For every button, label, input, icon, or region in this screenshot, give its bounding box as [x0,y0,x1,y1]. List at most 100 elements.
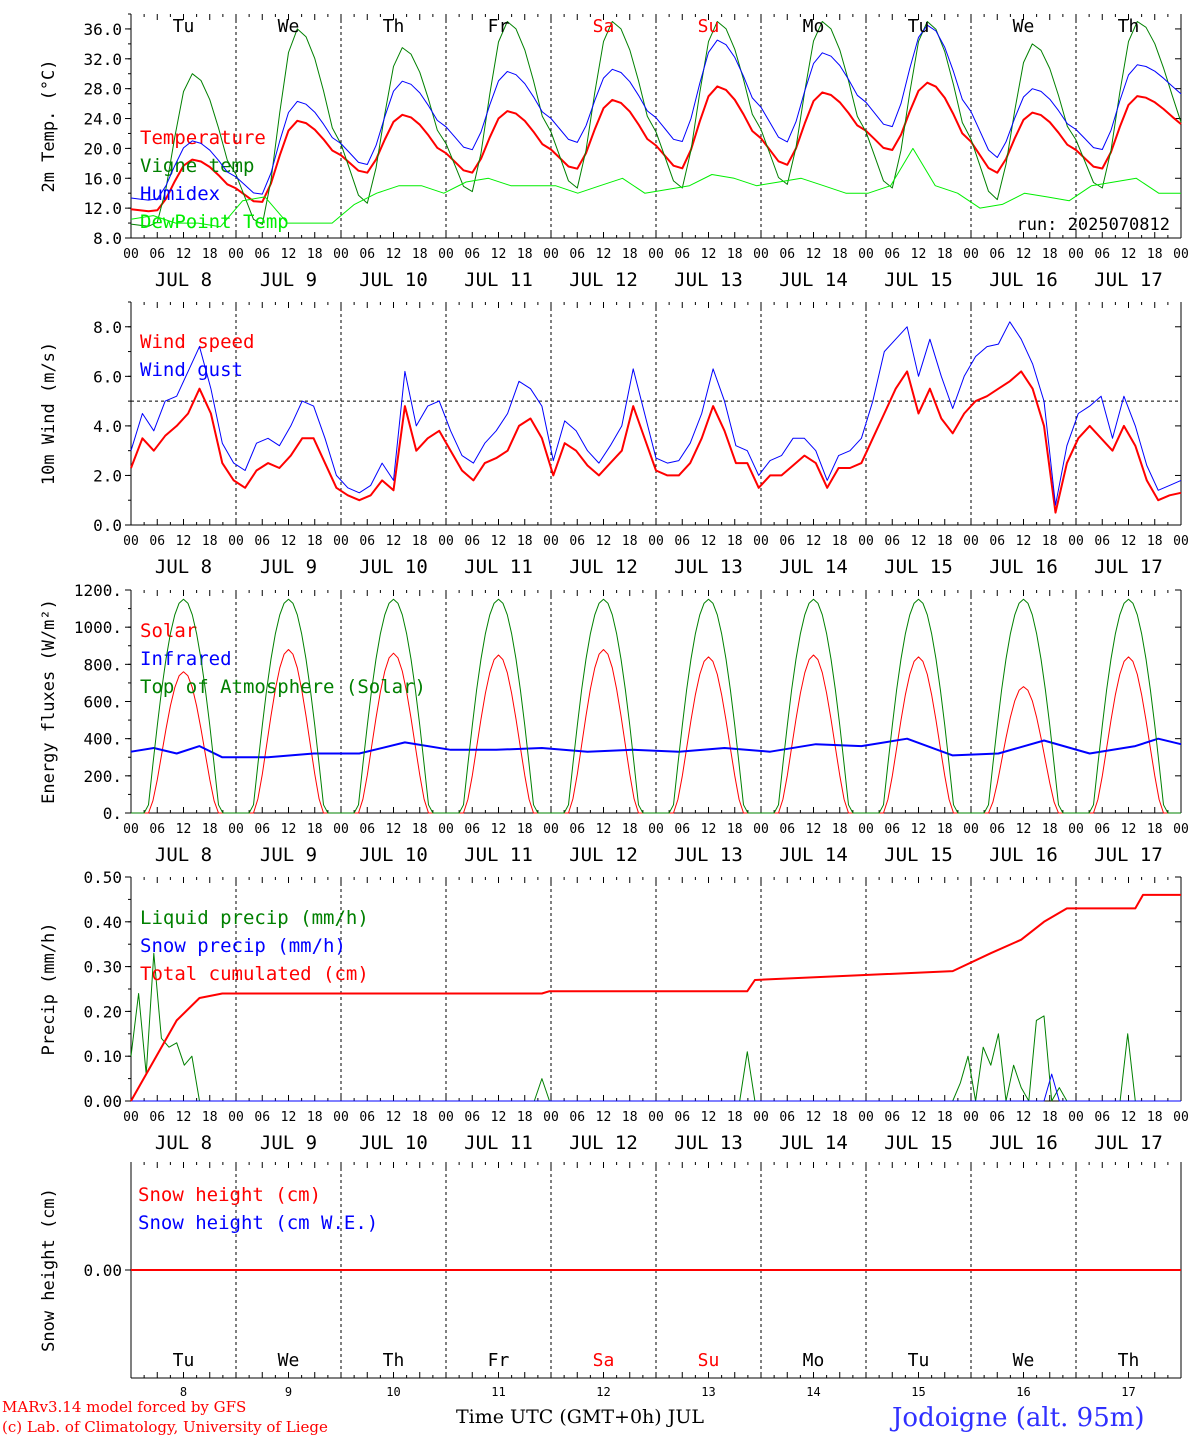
x-hour-label: 06 [674,1110,690,1125]
chart-snow: 0.00 Snow height (cm) Snow height (cm) Snow… [39,1162,1182,1399]
x-hour-label: 00 [438,534,454,549]
x-date-label: JUL 11 [464,556,533,578]
day-of-week-label: Tu [173,1350,195,1371]
y-tick-label: 0.00 [83,1261,122,1280]
series-line-vigne-temp [130,21,1182,227]
x-date-label: JUL 12 [569,1132,638,1154]
x-date-label: JUL 17 [1094,269,1163,291]
x-hour-label: 18 [622,247,638,262]
chart-energy: 0. 200. 400. 600. 800. 1000. 1200. Energy fluxe… [39,581,1189,866]
x-hour-label: 18 [412,1110,428,1125]
x-day-number: 11 [491,1385,505,1399]
x-hour-label: 18 [1042,534,1058,549]
y-tick-label: 8.0 [93,318,122,337]
x-date-label: JUL 13 [674,556,743,578]
series-line-humidex [130,24,1182,201]
x-hour-label: 12 [701,247,717,262]
y-tick-label: 0.10 [83,1047,122,1066]
x-hour-label: 00 [543,822,559,837]
x-date-label: JUL 8 [155,556,212,578]
x-hour-label: 00 [543,247,559,262]
x-hour-label: 00 [858,247,874,262]
y-tick-label: 1000. [74,618,122,637]
x-date-label: JUL 9 [260,1132,317,1154]
day-of-week-label: Fr [488,16,510,37]
x-hour-label: 06 [149,247,165,262]
y-tick-label: 36.0 [83,20,122,39]
y-tick-label: 4.0 [93,417,122,436]
x-hour-label: 00 [963,1110,979,1125]
y-tick-label: 600. [83,693,122,712]
x-hour-label: 00 [1068,534,1084,549]
x-hour-label: 18 [937,822,953,837]
x-hour-label: 12 [1121,822,1137,837]
y-tick-label: 0.20 [83,1002,122,1021]
x-hour-label: 18 [1042,822,1058,837]
y-tick-label: 16.0 [83,169,122,188]
y-axis-label: Energy fluxes (W/m²) [39,599,59,804]
x-hour-label: 12 [281,534,297,549]
x-hour-label: 06 [359,247,375,262]
day-of-week-label: We [278,1350,300,1371]
x-hour-label: 06 [254,822,270,837]
x-day-number: 8 [180,1385,187,1399]
legend-label: Wind gust [140,359,243,381]
x-hour-label: 12 [701,1110,717,1125]
legend-label: Infrared [140,648,232,670]
legend-label: Solar [140,620,197,642]
x-hour-label: 06 [779,534,795,549]
y-tick-label: 400. [83,730,122,749]
y-tick-label: 0. [103,804,122,823]
x-day-number: 13 [701,1385,715,1399]
day-of-week-label: Th [383,1350,405,1371]
x-hour-label: 12 [806,822,822,837]
legend-label: Snow precip (mm/h) [140,935,346,957]
x-hour-label: 00 [963,822,979,837]
x-date-label: JUL 16 [989,269,1058,291]
x-hour-label: 06 [569,534,585,549]
x-hour-label: 18 [517,534,533,549]
x-day-number: 15 [911,1385,925,1399]
x-hour-label: 18 [937,247,953,262]
day-of-week-label: Mo [803,1350,825,1371]
station-title: Jodoigne (alt. 95m) [892,1403,1145,1433]
x-hour-label: 12 [596,1110,612,1125]
x-date-label: JUL 11 [464,1132,533,1154]
x-date-label: JUL 9 [260,844,317,866]
x-day-number: 12 [596,1385,610,1399]
x-hour-label: 00 [858,534,874,549]
x-hour-label: 06 [359,1110,375,1125]
legend-label: DewPoint Temp [140,211,289,233]
legend-label: Liquid precip (mm/h) [140,907,369,929]
legend-label: Top of Atmosphere (Solar) [140,676,426,698]
x-date-label: JUL 10 [359,1132,428,1154]
x-hour-label: 18 [1042,247,1058,262]
y-tick-label: 0.0 [93,516,122,535]
x-hour-label: 12 [176,822,192,837]
x-hour-label: 12 [176,247,192,262]
x-hour-label: 12 [806,534,822,549]
x-hour-label: 12 [386,1110,402,1125]
x-hour-label: 06 [254,534,270,549]
x-hour-label: 06 [1094,1110,1110,1125]
y-axis-label: 2m Temp. (°C) [39,59,59,192]
x-day-number: 17 [1121,1385,1135,1399]
legend-label: Snow height (cm W.E.) [138,1212,378,1234]
x-hour-label: 18 [412,534,428,549]
x-date-label: JUL 13 [674,1132,743,1154]
x-hour-label: 06 [674,247,690,262]
x-hour-label: 06 [884,1110,900,1125]
x-hour-label: 06 [569,1110,585,1125]
x-date-label: JUL 9 [260,269,317,291]
x-hour-label: 12 [281,822,297,837]
x-hour-label: 12 [911,1110,927,1125]
chart-precip: 0.00 0.10 0.20 0.30 0.40 0.50 Precip (mm/h) Liq… [39,868,1189,1154]
day-of-week-label: Th [1118,1350,1140,1371]
x-hour-label: 12 [491,534,507,549]
x-hour-label: 06 [254,247,270,262]
series-line-liquid-precip-mm-h- [130,952,1181,1102]
x-hour-label: 00 [543,534,559,549]
day-of-week-label: Su [698,1350,720,1371]
x-hour-label: 06 [1094,247,1110,262]
